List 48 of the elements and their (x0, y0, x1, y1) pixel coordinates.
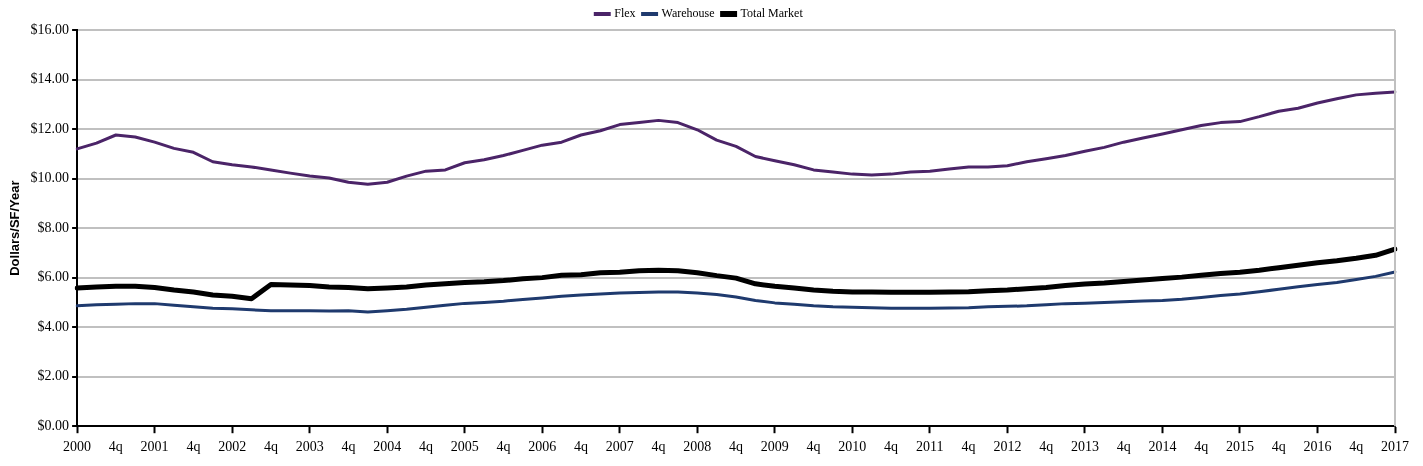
x-tick-label: 4q (1194, 439, 1209, 455)
x-tick-label: 2008 (683, 439, 712, 455)
y-tick-label: $0.00 (37, 417, 70, 433)
x-tick-label: 2005 (450, 439, 479, 455)
x-tick-label: 2014 (1148, 439, 1177, 455)
x-tick-label: 4q (186, 439, 201, 455)
y-tick-label: $16.00 (30, 21, 70, 37)
legend-label: Total Market (740, 6, 804, 21)
legend-label: Flex (614, 6, 636, 21)
x-tick-label: 4q (496, 439, 511, 455)
x-tick-label: 2013 (1070, 439, 1099, 455)
x-tick-label: 4q (341, 439, 356, 455)
y-axis-title: Dollars/SF/Year (7, 180, 23, 276)
x-tick-label: 2015 (1225, 439, 1254, 455)
x-tick-label: 4q (1271, 439, 1286, 455)
x-tick-label: 2011 (916, 439, 944, 455)
x-tick-label: 4q (574, 439, 588, 455)
x-tick-label: 2003 (295, 439, 324, 455)
x-tick-label: 4q (1039, 439, 1054, 455)
x-tick-label: 2017 (1381, 439, 1409, 455)
x-tick-label: 4q (961, 439, 976, 455)
x-tick-label: 4q (418, 439, 433, 455)
x-tick-label: 4q (1116, 439, 1131, 455)
x-tick-label: 4q (1349, 439, 1364, 455)
y-tick-label: $4.00 (37, 318, 70, 334)
x-tick-label: 2002 (218, 439, 247, 455)
y-tick-label: $8.00 (37, 219, 70, 235)
x-tick-label: 2000 (63, 439, 92, 455)
x-tick-label: 2007 (605, 439, 634, 455)
x-tick-label: 4q (108, 439, 123, 455)
y-tick-label: $2.00 (37, 368, 70, 384)
legend-label: Warehouse (661, 6, 715, 21)
x-tick-label: 4q (806, 439, 821, 455)
x-tick-label: 4q (651, 439, 666, 455)
x-tick-label: 2001 (140, 439, 169, 455)
x-tick-label: 2006 (528, 439, 557, 455)
y-tick-label: $10.00 (30, 170, 70, 186)
x-tick-label: 2004 (373, 439, 402, 455)
x-tick-label: 2009 (760, 439, 789, 455)
y-tick-label: $14.00 (30, 71, 70, 87)
x-tick-label: 4q (884, 439, 899, 455)
y-tick-label: $12.00 (30, 120, 70, 136)
x-tick-label: 4q (263, 439, 278, 455)
y-tick-label: $6.00 (37, 269, 70, 285)
x-tick-label: 2016 (1303, 439, 1332, 455)
x-tick-label: 4q (729, 439, 744, 455)
x-tick-label: 2010 (838, 439, 867, 455)
x-tick-label: 2012 (993, 439, 1022, 455)
